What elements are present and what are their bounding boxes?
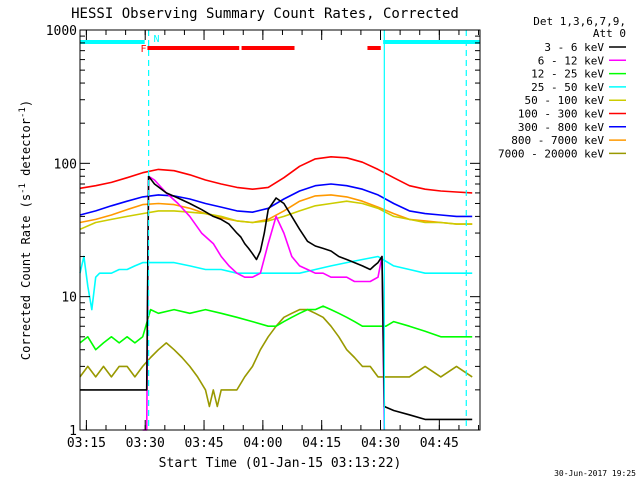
x-tick-label: 03:15 [67,436,106,451]
y-tick-label: 1000 [46,24,77,39]
plot-frame [79,29,481,431]
y-tick-label: 10 [61,291,77,306]
x-tick-label: 04:00 [243,436,282,451]
series-line-100-300-kev [79,156,473,194]
series-layer [79,156,473,431]
annotations-layer: FN [80,30,480,430]
x-tick-label: 04:15 [302,436,341,451]
footer-date: 30-Jun-2017 19:25 [554,469,636,478]
series-line-6-12-kev [142,175,386,431]
legend-header-2: Att 0 [593,27,626,40]
x-tick-label: 04:45 [420,436,459,451]
chart-title: HESSI Observing Summary Count Rates, Cor… [71,6,459,22]
legend-label: 7000 - 20000 keV [498,147,604,160]
y-axis-label: Corrected Count Rate (s-1 detector-1) [18,100,33,360]
x-tick-label: 04:30 [361,436,400,451]
legend-label: 100 - 300 keV [518,108,604,121]
x-axis: 03:15 03:30 03:45 04:00 04:15 04:30 04:45 [67,30,480,451]
legend-label: 50 - 100 keV [525,94,605,107]
y-tick-label: 1 [69,424,77,439]
flag-marker-f: F [141,44,147,55]
series-line-25-50-kev [79,255,473,311]
x-tick-label: 03:45 [184,436,223,451]
legend-label: 800 - 7000 keV [511,134,604,147]
series-line-300-800-kev [79,183,473,218]
legend-label: 25 - 50 keV [531,81,604,94]
legend-label: 6 - 12 keV [538,54,605,67]
legend-label: 3 - 6 keV [544,41,604,54]
x-tick-label: 03:30 [126,436,165,451]
series-line-3-6-kev [80,175,473,421]
legend-header-1: Det 1,3,6,7,9, [533,15,626,28]
x-axis-label: Start Time (01-Jan-15 03:13:22) [159,456,402,471]
y-tick-label: 100 [54,157,77,172]
flag-marker-n: N [153,34,159,45]
series-line-7000-20000-kev [79,308,473,408]
legend-label: 300 - 800 keV [518,121,604,134]
legend-label: 12 - 25 keV [531,68,604,81]
series-line-12-25-kev [79,305,473,351]
y-axis: 1 10 100 1000 [46,24,480,439]
